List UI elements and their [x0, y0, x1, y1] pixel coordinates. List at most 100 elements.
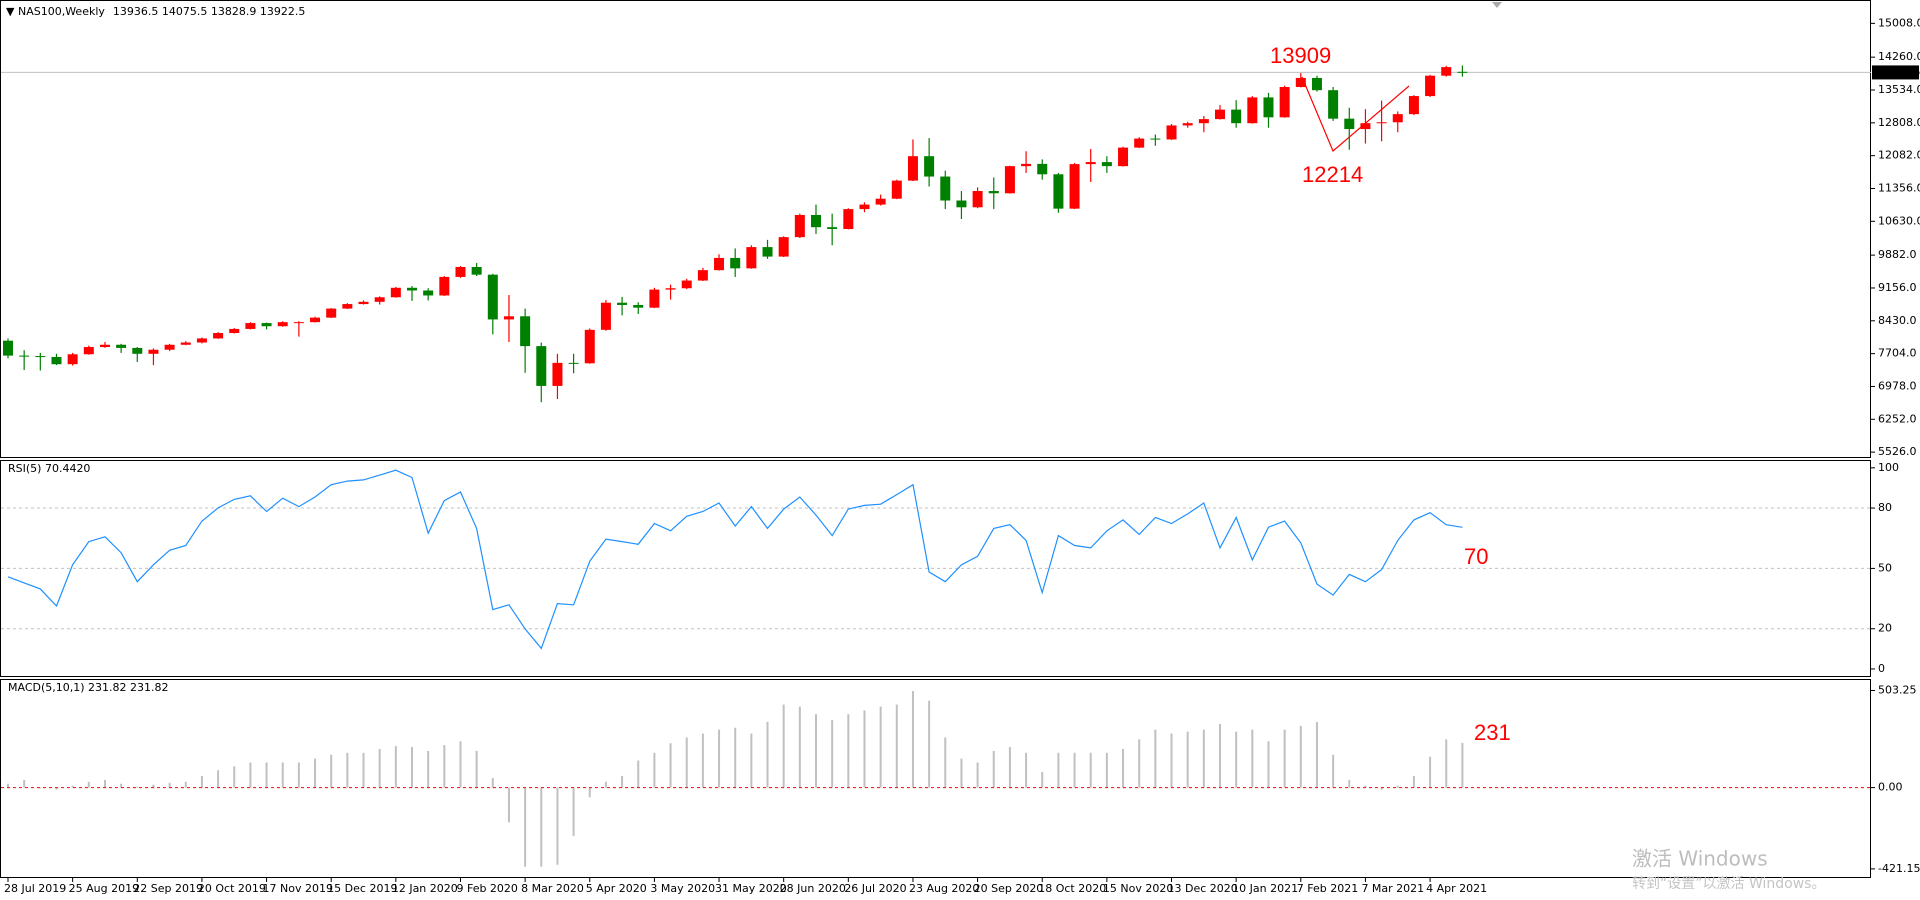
macd-bar	[540, 787, 543, 867]
candle-body	[1392, 114, 1403, 123]
candle-body	[1215, 109, 1225, 120]
macd-bar	[184, 781, 187, 788]
y-tick-label: 50	[1878, 561, 1892, 574]
candle-body	[1150, 138, 1161, 140]
macd-bar	[701, 733, 704, 788]
candle-body	[875, 198, 886, 205]
macd-bar	[265, 762, 268, 788]
candle-body	[180, 342, 191, 345]
annotation: 231	[1474, 720, 1511, 745]
candle-body	[1263, 97, 1274, 118]
candle-body	[261, 323, 272, 327]
macd-bar	[1396, 785, 1399, 788]
x-tick-label: 12 Jan 2020	[392, 882, 458, 895]
x-tick-label: 15 Dec 2019	[327, 882, 397, 895]
macd-bar	[200, 776, 203, 788]
macd-bar	[168, 782, 171, 788]
y-tick-label: 11356.0	[1878, 181, 1920, 194]
candle-body	[407, 287, 417, 291]
candle-body	[1247, 97, 1258, 124]
candle-body	[213, 333, 224, 339]
candle-body	[778, 237, 789, 257]
candle-body	[697, 270, 708, 281]
y-tick-label: 503.25	[1878, 683, 1917, 696]
rsi-panel	[0, 460, 1871, 677]
x-tick-label: 26 Jul 2020	[844, 882, 906, 895]
y-tick-label: 10630.0	[1878, 214, 1920, 227]
macd-bar	[491, 777, 494, 788]
macd-bar	[7, 783, 9, 788]
candle-body	[891, 180, 902, 199]
menu-arrow[interactable]: ▼	[6, 5, 18, 18]
x-tick-label: 8 Mar 2020	[521, 882, 584, 895]
x-tick-label: 17 Nov 2019	[263, 882, 333, 895]
macd-bar	[621, 776, 624, 788]
candle-body	[503, 316, 514, 320]
candle-body	[132, 347, 143, 354]
chart-header: ▼ NAS100,Weekly 13936.5 14075.5 13828.9 1…	[6, 5, 305, 18]
macd-bar	[55, 787, 58, 790]
x-tick-label: 20 Oct 2019	[198, 882, 266, 895]
macd-bar	[1138, 739, 1141, 788]
candle-body	[83, 347, 94, 355]
candle-body	[35, 356, 46, 358]
candle-body	[1457, 71, 1468, 73]
candle-body	[277, 322, 288, 327]
y-tick-label: 6978.0	[1878, 379, 1917, 392]
macd-bar	[152, 784, 155, 788]
candle-body	[310, 317, 321, 323]
macd-bar	[1299, 725, 1302, 788]
candle-body	[1021, 163, 1032, 167]
macd-bar	[71, 785, 74, 788]
candle-body	[924, 156, 935, 177]
candle-body	[293, 322, 304, 324]
candle-body	[1053, 174, 1064, 209]
x-tick-label: 13 Dec 2020	[1168, 882, 1238, 895]
macd-bar	[1041, 772, 1044, 788]
candle-body	[827, 227, 838, 229]
macd-bar	[249, 762, 252, 788]
macd-bar	[734, 727, 737, 788]
y-tick-label: 15008.0	[1878, 16, 1920, 29]
candle-body	[196, 338, 207, 343]
x-tick-label: 20 Sep 2020	[974, 882, 1044, 895]
macd-bar	[427, 750, 430, 788]
macd-bar	[136, 786, 139, 788]
macd-bar	[1202, 729, 1205, 788]
macd-bar	[604, 781, 607, 788]
y-tick-label: 20	[1878, 622, 1892, 635]
candle-body	[1118, 147, 1129, 167]
macd-bar	[507, 787, 510, 823]
y-tick-label: 5526.0	[1878, 445, 1917, 458]
macd-bar	[1429, 756, 1432, 788]
watermark-text: 转到“设置”以激活 Windows。	[1632, 875, 1825, 892]
candle-body	[843, 209, 854, 229]
macd-bar	[588, 787, 591, 798]
candle-body	[471, 266, 482, 275]
y-tick-label: 7704.0	[1878, 347, 1917, 360]
macd-bar	[750, 733, 753, 788]
x-tick-label: 4 Apr 2021	[1426, 882, 1487, 895]
candle-body	[67, 354, 78, 365]
macd-bar	[394, 746, 397, 788]
x-tick-label: 9 Feb 2020	[456, 882, 517, 895]
macd-bar	[976, 762, 979, 788]
candle-body	[1069, 164, 1080, 209]
macd-bar	[798, 706, 801, 788]
current-price-box	[1872, 65, 1919, 80]
candle-body	[1408, 96, 1419, 115]
candle-body	[794, 214, 805, 238]
candle-body	[1037, 163, 1048, 175]
y-tick-label: 13534.0	[1878, 83, 1920, 96]
macd-bar	[346, 752, 349, 788]
watermark-title: 激活 Windows	[1632, 847, 1768, 871]
macd-bar	[1122, 748, 1125, 788]
candle-body	[487, 274, 498, 320]
candle-body	[956, 200, 967, 208]
candle-body	[1004, 166, 1015, 194]
candle-body	[245, 323, 256, 329]
candle-body	[1344, 118, 1355, 130]
annotation: 70	[1464, 544, 1488, 569]
macd-bar	[863, 710, 866, 788]
macd-bar	[815, 714, 817, 788]
